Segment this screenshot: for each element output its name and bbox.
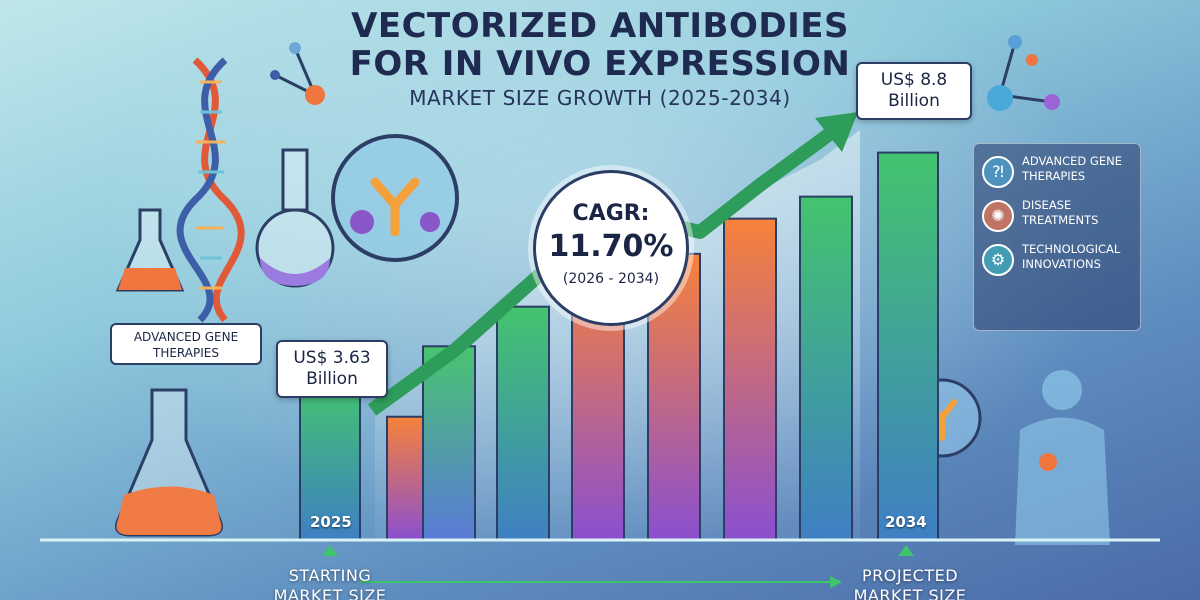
starting-market-size-label: STARTING MARKET SIZE <box>260 566 400 600</box>
bar-index-7 <box>799 195 853 541</box>
end-value-unit: Billion <box>888 91 940 111</box>
bottom-end-line-1: PROJECTED <box>861 566 959 585</box>
year-label-end: 2034 <box>885 513 927 531</box>
start-value-callout: US$ 3.63 Billion <box>276 340 388 398</box>
cagr-period: (2026 - 2034) <box>562 271 660 287</box>
trend-arrow-head <box>815 112 858 152</box>
bar-index-2 <box>422 345 476 541</box>
advanced-gene-therapies-label: ADVANCED GENE THERAPIES <box>110 323 262 365</box>
end-value-callout: US$ 8.8 Billion <box>856 62 972 120</box>
bottom-start-line-2: MARKET SIZE <box>273 586 387 600</box>
title-line-1: VECTORIZED ANTIBODIES <box>351 6 849 46</box>
end-marker-icon <box>898 545 914 556</box>
panel-item-text: TECHNOLOGICAL INNOVATIONS <box>1022 242 1138 272</box>
year-label-start: 2025 <box>310 513 352 531</box>
panel-item-tech-innovations: ⚙ TECHNOLOGICAL INNOVATIONS <box>982 240 1138 280</box>
start-marker-icon <box>322 545 338 556</box>
left-label-line-2: THERAPIES <box>153 346 219 360</box>
left-label-line-1: ADVANCED GENE <box>133 330 239 344</box>
panel-item-line-1: DISEASE <box>1022 198 1072 212</box>
timeline-arrow-head <box>830 576 842 588</box>
title-line-2: FOR IN VIVO EXPRESSION <box>349 44 851 84</box>
bar-2025 <box>299 379 361 541</box>
bar-index-6 <box>723 217 777 542</box>
panel-item-line-2: TREATMENTS <box>1022 213 1099 227</box>
small-flask-icon <box>115 208 185 292</box>
bottom-start-line-1: STARTING <box>288 566 372 585</box>
panel-item-text: ADVANCED GENE THERAPIES <box>1022 154 1138 184</box>
virus-icon: ✺ <box>982 200 1014 232</box>
panel-item-line-1: TECHNOLOGICAL <box>1022 242 1121 256</box>
cagr-label: CAGR: <box>572 201 650 226</box>
bottom-end-line-2: MARKET SIZE <box>853 586 967 600</box>
projected-market-size-label: PROJECTED MARKET SIZE <box>840 566 980 600</box>
dna-helix-icon <box>176 57 245 323</box>
panel-item-text: DISEASE TREATMENTS <box>1022 198 1138 228</box>
large-flask-icon <box>115 388 223 537</box>
panel-item-line-1: ADVANCED GENE <box>1022 154 1122 168</box>
gear-icon: ⚙ <box>982 244 1014 276</box>
end-value-amount: US$ 8.8 <box>880 70 948 90</box>
bar-2034 <box>877 151 939 541</box>
subtitle: MARKET SIZE GROWTH (2025-2034) <box>409 86 791 110</box>
start-value-amount: US$ 3.63 <box>293 348 371 368</box>
dna-icon: ⁈ <box>982 156 1014 188</box>
cagr-badge: CAGR: 11.70% (2026 - 2034) <box>533 170 689 326</box>
panel-item-gene-therapies: ⁈ ADVANCED GENE THERAPIES <box>982 152 1138 192</box>
panel-item-line-2: THERAPIES <box>1022 169 1086 183</box>
panel-item-line-2: INNOVATIONS <box>1022 257 1101 271</box>
start-value-unit: Billion <box>306 369 358 389</box>
drivers-panel: ⁈ ADVANCED GENE THERAPIES ✺ DISEASE TREA… <box>973 143 1141 331</box>
antibody-lens-icon <box>331 134 459 262</box>
round-flask-icon <box>255 148 335 288</box>
person-silhouette-icon <box>902 370 1110 545</box>
bar-index-3 <box>496 305 550 541</box>
cagr-value: 11.70% <box>548 229 674 264</box>
molecule-icon <box>270 35 1060 111</box>
panel-item-disease-treatments: ✺ DISEASE TREATMENTS <box>982 196 1138 236</box>
